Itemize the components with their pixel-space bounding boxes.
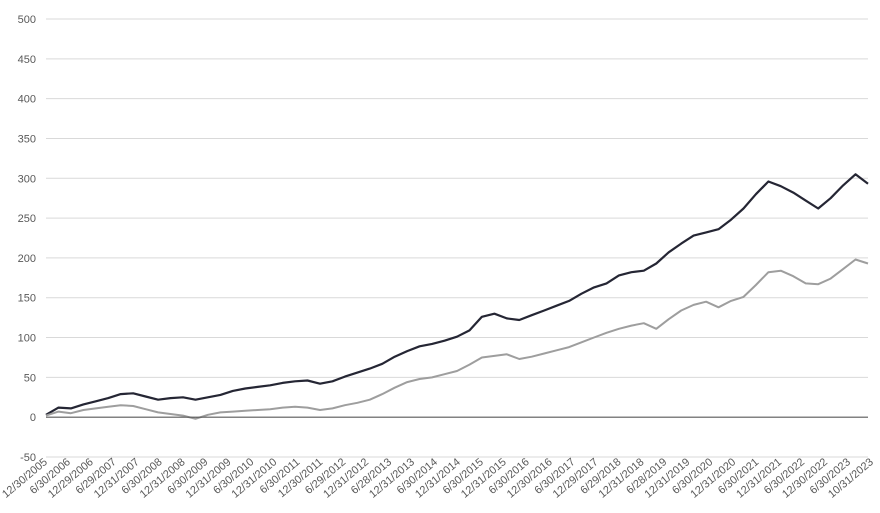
y-tick-label: 350	[18, 133, 36, 145]
series-line-2	[45, 258, 869, 420]
y-tick-label: 0	[30, 412, 36, 424]
y-tick-label: 200	[18, 253, 36, 265]
y-tick-label: 300	[18, 173, 36, 185]
series-line-1	[45, 173, 869, 416]
y-tick-label: 400	[18, 94, 36, 106]
y-tick-label: 450	[18, 54, 36, 66]
y-axis-tick-labels: -50 0 50 100 150 200 250 300 350 400 450 500	[18, 14, 36, 464]
y-tick-label: 500	[18, 14, 36, 26]
y-tick-label: -50	[20, 452, 36, 464]
x-axis-tick-labels: 12/30/20056/30/200612/29/20066/29/200712…	[0, 456, 876, 501]
y-tick-label: 50	[24, 372, 36, 384]
y-tick-label: 100	[18, 333, 36, 345]
series-lines	[45, 173, 869, 420]
y-tick-label: 150	[18, 293, 36, 305]
y-tick-label: 250	[18, 213, 36, 225]
gridlines	[46, 18, 868, 458]
